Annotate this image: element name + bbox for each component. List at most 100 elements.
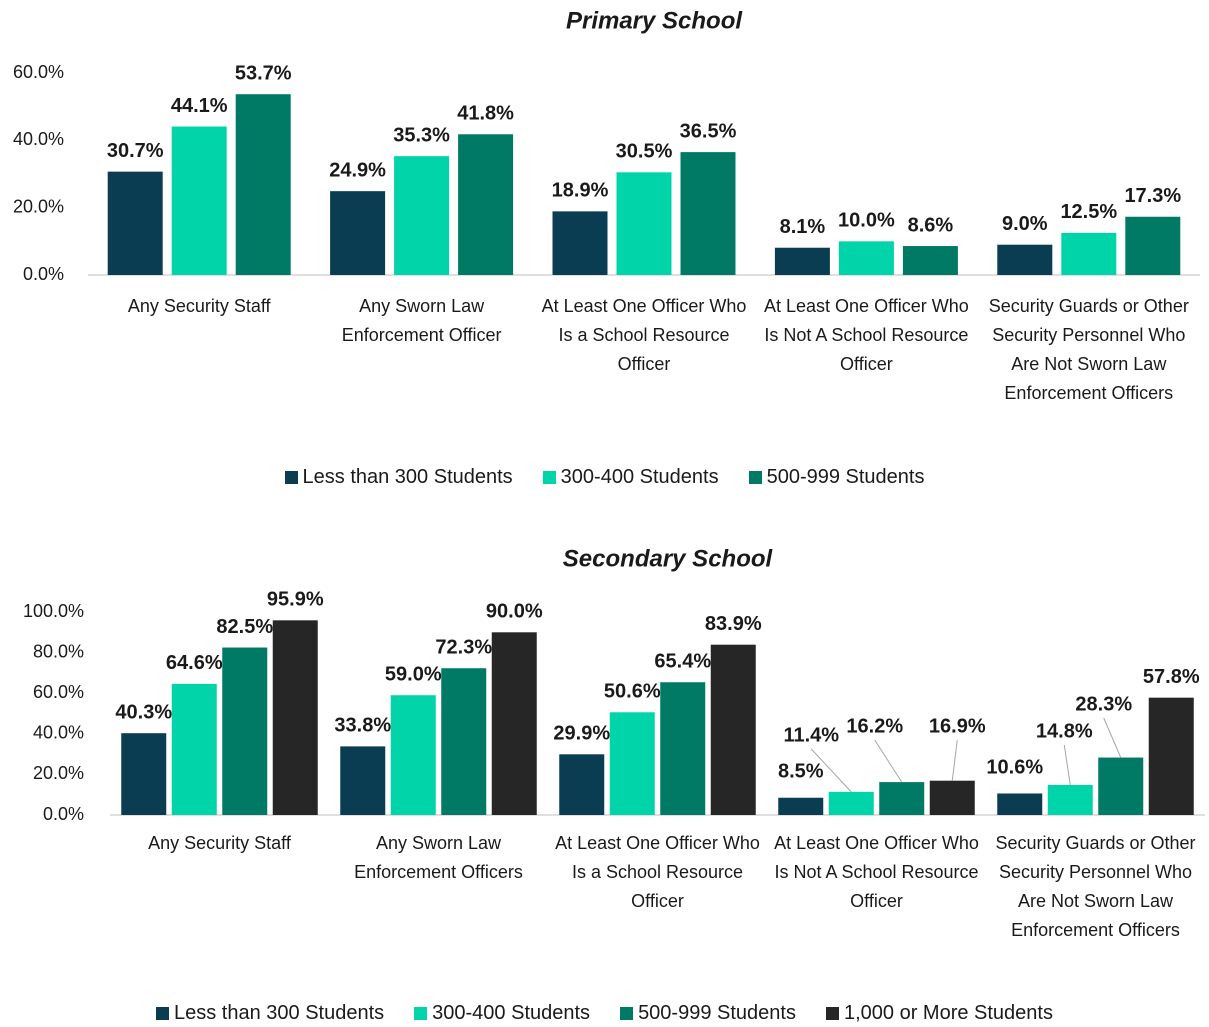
y-tick-label: 60.0% <box>13 62 64 82</box>
legend-item: 1,000 or More Students <box>825 1002 1053 1025</box>
x-tick-label: At Least One Officer Who Is Not A School… <box>764 296 969 374</box>
bar <box>609 712 655 815</box>
bar <box>1125 216 1181 275</box>
value-label: 33.8% <box>334 715 391 737</box>
value-label: 59.0% <box>385 664 442 686</box>
bar <box>774 247 830 275</box>
bar <box>997 793 1043 815</box>
x-tick-label: Any Security Staff <box>148 833 291 853</box>
value-label: 40.3% <box>115 701 172 723</box>
x-tick-label: At Least One Officer Who Is a School Res… <box>541 296 747 374</box>
value-label: 30.5% <box>616 141 673 163</box>
x-tick-label: Any Security Staff <box>127 296 271 316</box>
x-tick-label: At Least One Officer Who Is a School Res… <box>555 833 760 911</box>
legend: Less than 300 Students 300-400 Students 50… <box>0 466 1209 489</box>
value-label: 41.8% <box>457 103 514 125</box>
legend-label: Less than 300 Students <box>302 466 513 488</box>
value-label: 28.3% <box>1075 693 1132 715</box>
y-tick-label: 20.0% <box>33 763 84 783</box>
value-label: 11.4% <box>783 724 839 746</box>
bar <box>838 241 894 275</box>
x-tick-label: Any Sworn Law Enforcement Officers <box>354 833 523 882</box>
value-label: 72.3% <box>435 637 492 659</box>
bar <box>680 152 736 275</box>
legend-item: 300-400 Students <box>414 1002 590 1025</box>
y-tick-label: 20.0% <box>13 196 64 216</box>
bar <box>1148 697 1194 815</box>
bar <box>929 780 975 815</box>
bar <box>340 746 386 815</box>
leader-line <box>1103 717 1122 758</box>
legend-swatch <box>156 1007 169 1020</box>
legend-item: 300-400 Students <box>542 466 719 489</box>
value-label: 82.5% <box>216 616 273 638</box>
legend-item: Less than 300 Students <box>156 1002 384 1025</box>
value-label: 50.6% <box>604 681 661 703</box>
legend-item: 500-999 Students <box>620 1002 796 1025</box>
value-label: 17.3% <box>1124 185 1181 207</box>
leader-line <box>951 739 958 781</box>
bar <box>1047 784 1093 815</box>
value-label: 8.1% <box>780 216 826 238</box>
bar <box>235 94 291 276</box>
bar <box>330 191 386 275</box>
value-label: 57.8% <box>1143 666 1200 688</box>
y-tick-label: 40.0% <box>13 129 64 149</box>
leader-line <box>874 739 903 783</box>
legend: Less than 300 Students 300-400 Students 50… <box>0 1002 1209 1025</box>
value-label: 29.9% <box>553 723 610 745</box>
value-label: 24.9% <box>329 159 386 181</box>
legend-swatch <box>284 471 298 484</box>
legend-swatch <box>825 1007 839 1020</box>
legend-label: 1,000 or More Students <box>843 1002 1053 1024</box>
bar <box>828 791 874 815</box>
bar <box>879 782 925 815</box>
value-label: 83.9% <box>705 613 762 635</box>
bar <box>710 644 756 815</box>
value-label: 95.9% <box>267 589 324 611</box>
bar <box>660 682 706 815</box>
bar <box>272 620 318 815</box>
bar <box>458 134 514 275</box>
y-tick-label: 80.0% <box>33 641 84 661</box>
legend-item: 500-999 Students <box>748 466 925 489</box>
legend-label: Less than 300 Students <box>174 1002 385 1024</box>
legend-label: 500-999 Students <box>766 466 925 488</box>
y-tick-label: 60.0% <box>33 682 84 702</box>
bar <box>107 171 163 275</box>
bar <box>222 647 268 815</box>
y-tick-label: 0.0% <box>43 804 84 824</box>
bar <box>997 244 1053 275</box>
bar <box>491 632 537 815</box>
legend-label: 300-400 Students <box>560 466 719 488</box>
bar <box>441 668 487 815</box>
bar <box>1098 757 1144 815</box>
bar <box>171 126 227 275</box>
bar <box>171 683 217 815</box>
bar <box>394 156 450 275</box>
legend-swatch <box>620 1007 634 1020</box>
value-label: 30.7% <box>107 140 164 162</box>
value-label: 64.6% <box>166 652 223 674</box>
value-label: 8.5% <box>778 760 824 782</box>
legend-swatch <box>542 471 556 484</box>
value-label: 16.2% <box>846 715 903 737</box>
bar <box>1061 232 1117 275</box>
value-label: 8.6% <box>908 214 954 236</box>
chart-title: Secondary School <box>563 545 774 572</box>
bar <box>902 246 958 275</box>
value-label: 18.9% <box>552 180 609 202</box>
x-tick-label: Security Guards or Other Security Person… <box>995 833 1196 940</box>
bar <box>778 797 824 815</box>
bar <box>390 695 436 815</box>
value-label: 10.6% <box>986 756 1043 778</box>
legend-swatch <box>748 471 762 484</box>
value-label: 36.5% <box>680 120 737 142</box>
bar <box>559 754 605 815</box>
value-label: 10.0% <box>838 210 895 232</box>
chart-title: Primary School <box>566 7 743 34</box>
legend-item: Less than 300 Students <box>284 466 513 489</box>
value-label: 16.9% <box>929 715 986 737</box>
value-label: 44.1% <box>171 95 228 117</box>
